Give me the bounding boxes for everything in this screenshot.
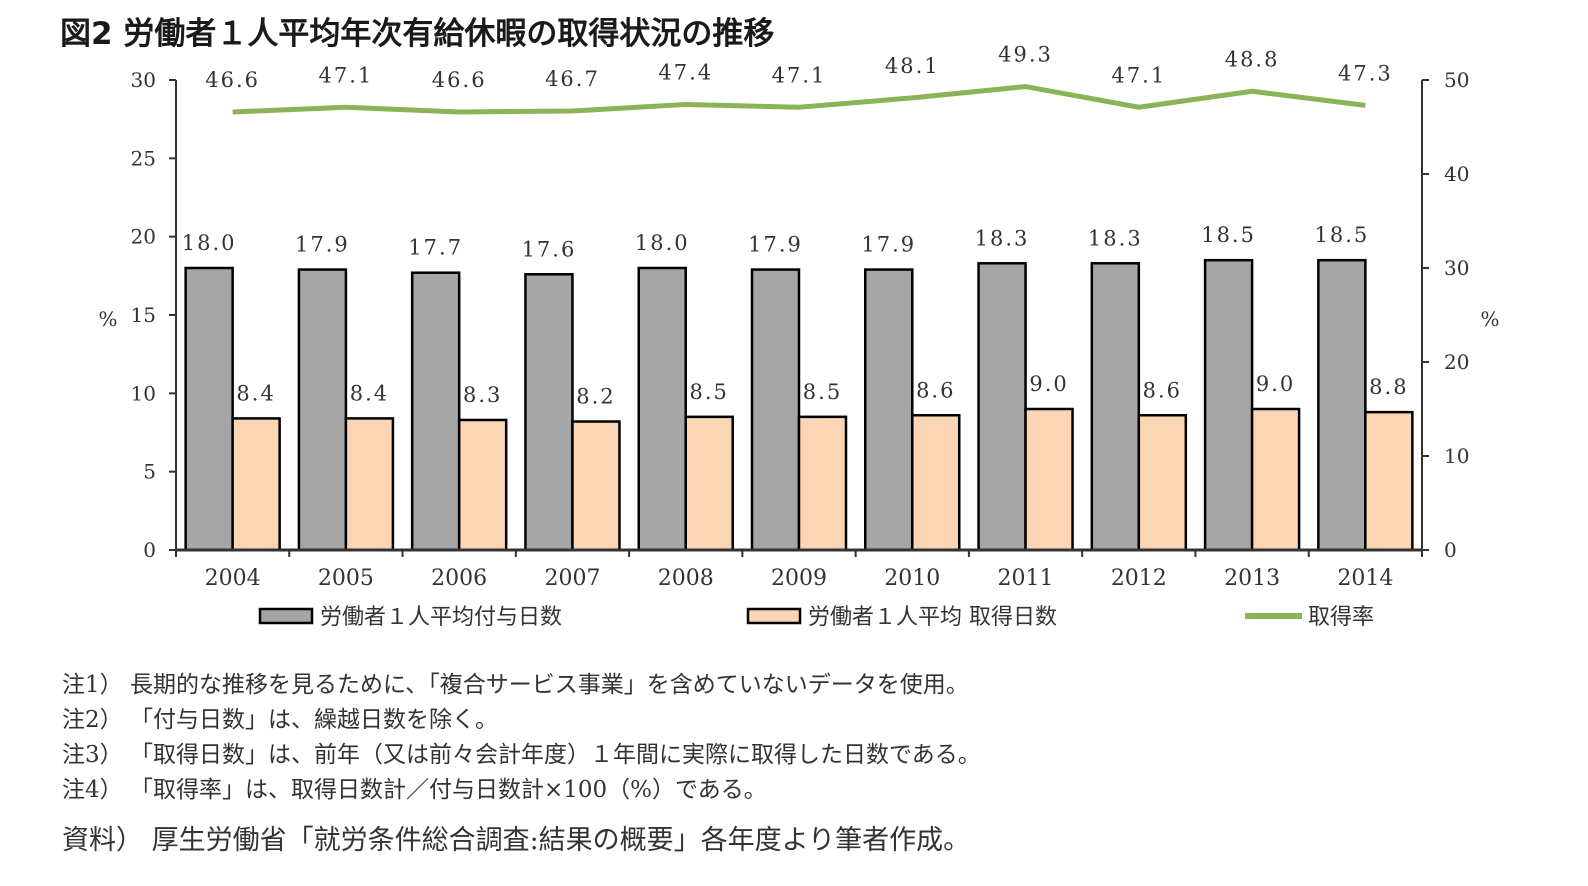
x-tick-label: 2008 <box>658 566 714 591</box>
x-tick-label: 2005 <box>318 566 374 591</box>
legend-swatch-granted <box>258 607 314 625</box>
data-label-granted: 17.9 <box>861 233 916 257</box>
data-label-granted: 18.3 <box>975 226 1030 250</box>
bar-taken <box>911 414 961 552</box>
data-label-granted: 17.9 <box>748 233 803 257</box>
data-label-taken: 8.5 <box>690 380 729 404</box>
x-tick-label: 2009 <box>771 566 827 591</box>
data-label-rate: 46.6 <box>432 68 487 92</box>
x-tick-label: 2007 <box>544 566 600 591</box>
y-left-tick-label: 30 <box>131 68 156 92</box>
bar-granted <box>637 266 687 552</box>
data-label-taken: 9.0 <box>1256 372 1295 396</box>
x-tick-label: 2010 <box>884 566 940 591</box>
bar-taken <box>1024 407 1074 552</box>
data-label-rate: 46.6 <box>205 68 260 92</box>
bar-granted <box>750 268 801 552</box>
note-line: 注2） 「付与日数」は、繰越日数を除く。 <box>62 707 498 733</box>
bar-taken <box>684 415 734 552</box>
source-note: 資料） 厚生労働省「就労条件総合調査:結果の概要」各年度より筆者作成。 <box>62 825 971 856</box>
note-line: 注1） 長期的な推移を見るために、「複合サービス事業」を含めていないデータを使用… <box>62 672 969 698</box>
y-left-tick-label: 25 <box>131 146 156 170</box>
data-label-granted: 17.6 <box>522 237 577 261</box>
x-tick-label: 2013 <box>1224 566 1280 591</box>
data-label-rate: 47.4 <box>658 60 713 84</box>
y-right-tick-label: 30 <box>1444 256 1469 280</box>
data-label-taken: 8.6 <box>916 378 955 402</box>
data-label-taken: 8.8 <box>1369 375 1408 399</box>
y-left-tick-label: 0 <box>143 538 156 562</box>
legend-label-rate: 取得率 <box>1308 605 1374 630</box>
bar-taken <box>344 417 395 552</box>
data-label-taken: 8.4 <box>350 381 389 405</box>
note-line: 注4） 「取得率」は、取得日数計／付与日数計×100（%）である。 <box>62 777 767 803</box>
y-left-tick-label: 15 <box>131 303 156 327</box>
bar-taken <box>1364 410 1414 552</box>
y-right-tick-label: 0 <box>1444 538 1457 562</box>
bar-taken <box>1137 414 1188 552</box>
x-tick-label: 2011 <box>998 566 1054 591</box>
data-label-rate: 47.3 <box>1338 61 1393 85</box>
notes: 注1） 長期的な推移を見るために、「複合サービス事業」を含めていないデータを使用… <box>62 668 981 808</box>
bar-granted <box>1090 262 1141 552</box>
bar-taken <box>797 415 848 552</box>
data-label-taken: 8.4 <box>236 381 275 405</box>
data-label-rate: 48.8 <box>1225 47 1280 71</box>
data-label-taken: 8.3 <box>463 383 502 407</box>
y-left-tick-label: 5 <box>143 460 156 484</box>
data-label-taken: 9.0 <box>1029 372 1068 396</box>
y-left-tick-label: 20 <box>131 225 156 249</box>
legend-label-granted: 労働者１人平均付与日数 <box>320 605 562 630</box>
data-label-rate: 47.1 <box>1111 63 1166 87</box>
x-tick-label: 2012 <box>1111 566 1167 591</box>
bar-granted <box>977 262 1027 552</box>
legend-swatch-taken <box>746 607 802 625</box>
y-left-tick-label: 10 <box>131 381 156 405</box>
chart-plot: 18.0 8.4 17.9 8.4 17.7 8.3 17.6 8.2 18.0 8.5 17.9 8… <box>98 43 1499 630</box>
legend-label-taken: 労働者１人平均 取得日数 <box>808 605 1057 630</box>
bar-taken <box>1250 407 1301 552</box>
data-label-taken: 8.5 <box>803 380 842 404</box>
data-label-granted: 17.7 <box>408 236 463 260</box>
y-left-axis-label: % <box>98 307 117 331</box>
y-right-tick-label: 40 <box>1444 162 1469 186</box>
data-label-granted: 18.0 <box>635 231 690 255</box>
data-label-taken: 8.2 <box>576 385 615 409</box>
x-tick-label: 2014 <box>1337 566 1393 591</box>
data-label-rate: 48.1 <box>885 54 940 78</box>
bar-taken <box>231 417 281 552</box>
bar-granted <box>524 273 574 552</box>
bar-granted <box>297 268 348 552</box>
data-label-taken: 8.6 <box>1143 378 1182 402</box>
data-label-granted: 18.5 <box>1314 223 1369 247</box>
y-right-tick-label: 50 <box>1444 68 1469 92</box>
data-label-rate: 49.3 <box>998 43 1053 67</box>
data-label-granted: 18.0 <box>182 231 237 255</box>
data-label-granted: 17.9 <box>295 233 350 257</box>
data-label-granted: 18.5 <box>1201 223 1256 247</box>
bar-granted <box>1203 258 1254 552</box>
chart-title: 図2 労働者１人平均年次有給休暇の取得状況の推移 <box>60 16 775 52</box>
x-tick-label: 2006 <box>431 566 487 591</box>
data-label-rate: 47.1 <box>772 63 827 87</box>
y-right-axis-label: % <box>1480 307 1499 331</box>
line-series-rate <box>232 84 1366 115</box>
data-label-granted: 18.3 <box>1088 226 1143 250</box>
data-label-rate: 46.7 <box>545 67 600 91</box>
note-line: 注3） 「取得日数」は、前年（又は前々会計年度）１年間に実際に取得した日数である… <box>62 742 981 768</box>
data-label-rate: 47.1 <box>319 63 374 87</box>
y-right-tick-label: 20 <box>1444 350 1469 374</box>
bar-granted <box>184 266 234 552</box>
bar-taken <box>457 418 508 552</box>
y-right-tick-label: 10 <box>1444 444 1469 468</box>
bar-taken <box>571 420 621 552</box>
bar-granted <box>410 271 461 552</box>
x-tick-label: 2004 <box>205 566 261 591</box>
bar-granted <box>864 268 914 552</box>
bar-granted <box>1317 258 1367 552</box>
